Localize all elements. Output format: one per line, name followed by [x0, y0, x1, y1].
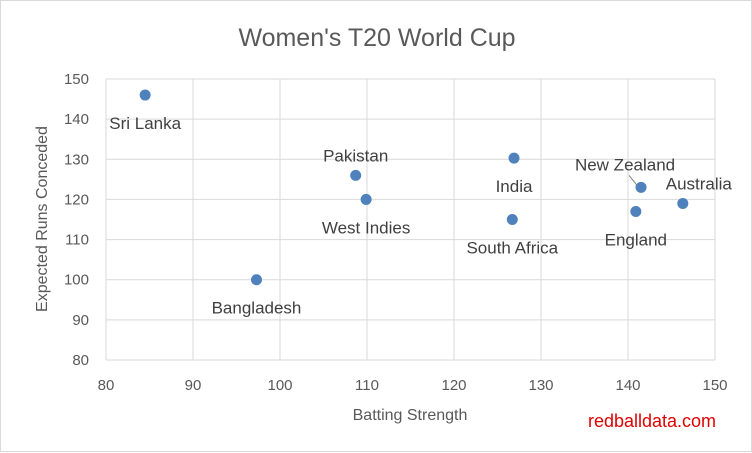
data-label: New Zealand — [575, 155, 675, 174]
x-tick-label: 80 — [98, 377, 115, 394]
data-label: Australia — [666, 174, 733, 193]
x-tick-label: 100 — [267, 377, 292, 394]
data-point — [139, 89, 151, 101]
y-tick-label: 130 — [64, 151, 89, 168]
x-tick-label: 130 — [528, 377, 553, 394]
data-label: South Africa — [466, 239, 558, 258]
y-tick-label: 120 — [64, 191, 89, 208]
data-point — [360, 193, 372, 205]
data-point — [251, 274, 263, 286]
x-tick-label: 120 — [441, 377, 466, 394]
data-label: Bangladesh — [212, 299, 302, 318]
y-axis-label: Expected Runs Conceded — [34, 126, 51, 312]
tick-labels: 80 90 100 110 120 130 140 150 80 90 100 110 120 130 14… — [64, 71, 728, 394]
data-label: India — [496, 177, 533, 196]
x-tick-label: 140 — [615, 377, 640, 394]
data-point — [350, 169, 362, 181]
data-points: Sri Lanka Bangladesh Pakistan West Indies In… — [109, 89, 733, 318]
data-label: Sri Lanka — [109, 114, 181, 133]
watermark: redballdata.com — [588, 411, 716, 431]
y-tick-label: 150 — [64, 71, 89, 88]
data-label: England — [605, 230, 667, 249]
y-tick-label: 90 — [72, 312, 89, 329]
data-point — [630, 205, 642, 217]
y-tick-label: 100 — [64, 272, 89, 289]
gridlines — [105, 78, 716, 361]
x-tick-label: 150 — [702, 377, 727, 394]
y-tick-label: 80 — [72, 352, 89, 369]
data-point — [506, 214, 518, 225]
data-point — [635, 181, 647, 193]
x-tick-label: 90 — [185, 377, 202, 394]
x-axis-label: Batting Strength — [353, 407, 468, 424]
data-label: West Indies — [322, 218, 411, 237]
y-tick-label: 140 — [64, 111, 89, 128]
leader-line — [628, 175, 638, 186]
data-label: Pakistan — [323, 146, 388, 165]
chart-title: Women's T20 World Cup — [238, 24, 515, 52]
data-point — [508, 152, 520, 164]
data-point — [677, 197, 689, 209]
y-tick-label: 110 — [65, 232, 89, 249]
x-tick-label: 110 — [355, 377, 379, 394]
